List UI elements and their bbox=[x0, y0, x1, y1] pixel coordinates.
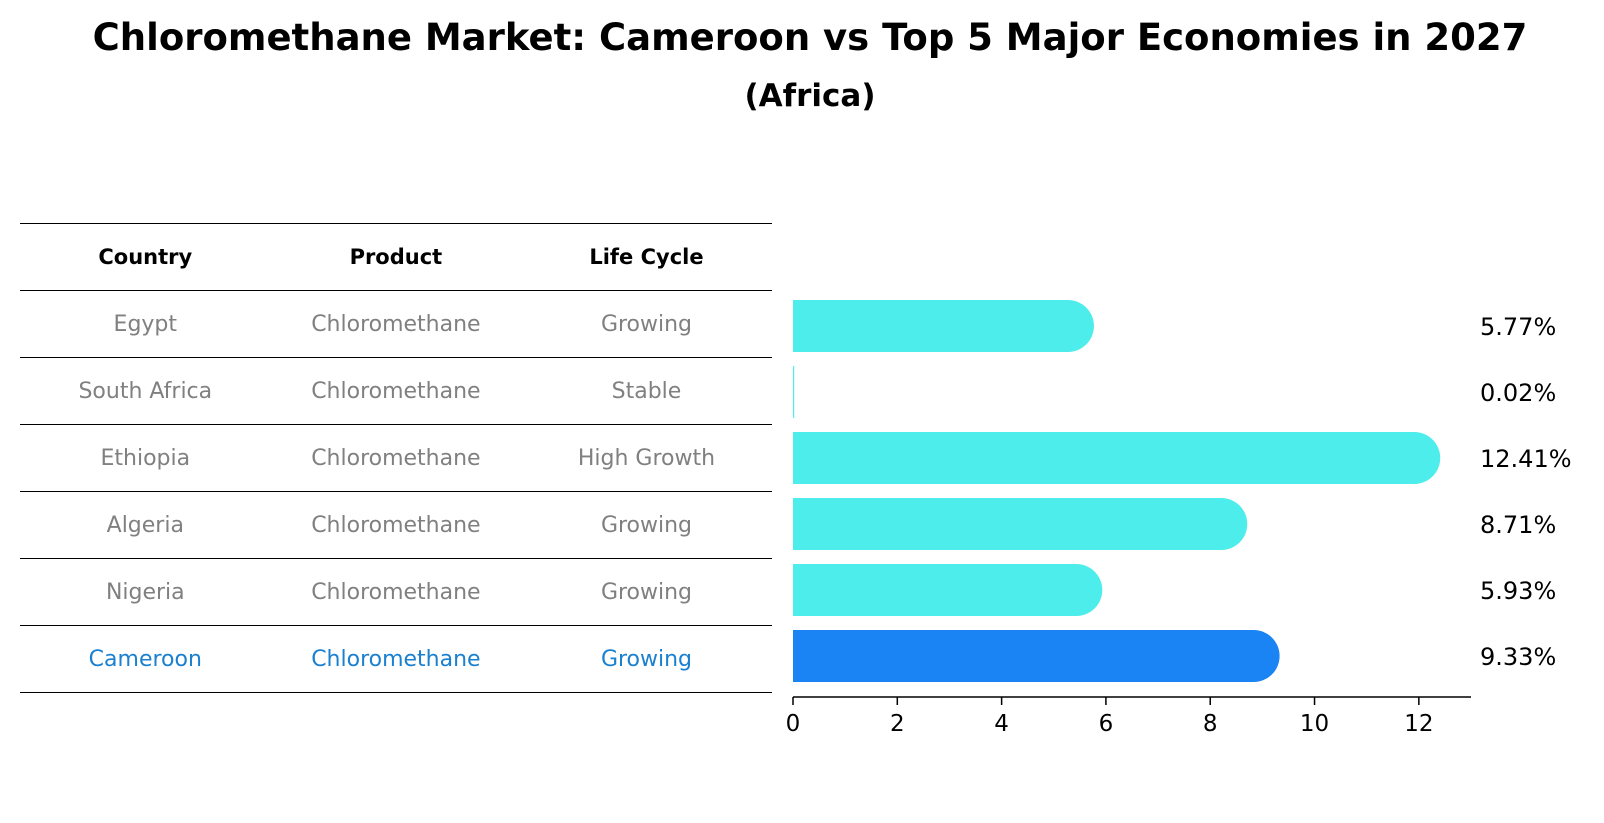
x-tick-label: 8 bbox=[1203, 711, 1218, 737]
bars-group: 5.77% 0.02% 12.41% 8.71% 5.93% 9.33% bbox=[793, 300, 1572, 682]
x-tick-label: 4 bbox=[994, 711, 1009, 737]
table-header-row: Country Product Life Cycle bbox=[20, 224, 772, 291]
cell-country: Nigeria bbox=[105, 579, 185, 605]
bar-nigeria bbox=[793, 564, 1103, 616]
cell-life-cycle: Growing bbox=[600, 646, 693, 672]
data-label: 12.41% bbox=[1480, 445, 1572, 473]
x-tick-label: 12 bbox=[1404, 711, 1433, 737]
table-row: South Africa Chloromethane Stable bbox=[20, 358, 772, 425]
cell-product: Chloromethane bbox=[311, 579, 481, 605]
x-axis: 0 2 4 6 8 10 12 bbox=[786, 696, 1471, 737]
cell-product: Chloromethane bbox=[311, 646, 481, 672]
data-label: 9.33% bbox=[1480, 643, 1556, 671]
x-tick-label: 0 bbox=[786, 711, 801, 737]
data-label: 0.02% bbox=[1480, 379, 1556, 407]
cell-life-cycle: Stable bbox=[611, 378, 682, 404]
table-row: Ethiopia Chloromethane High Growth bbox=[20, 425, 772, 492]
table-row: Egypt Chloromethane Growing bbox=[20, 291, 772, 358]
bar-egypt bbox=[793, 300, 1094, 352]
bar-ethiopia bbox=[793, 432, 1441, 484]
cell-life-cycle: Growing bbox=[600, 311, 693, 337]
x-tick-label: 2 bbox=[890, 711, 905, 737]
cell-life-cycle: Growing bbox=[600, 579, 693, 605]
table-row: Algeria Chloromethane Growing bbox=[20, 492, 772, 559]
cell-country: Egypt bbox=[113, 311, 178, 337]
x-tick-label: 6 bbox=[1099, 711, 1114, 737]
data-label: 5.93% bbox=[1480, 577, 1556, 605]
header-life-cycle: Life Cycle bbox=[589, 245, 704, 269]
cell-product: Chloromethane bbox=[311, 311, 481, 337]
bar-south-africa bbox=[793, 366, 795, 418]
header-country: Country bbox=[98, 245, 193, 269]
bar-algeria bbox=[793, 498, 1248, 550]
data-label: 8.71% bbox=[1480, 511, 1556, 539]
cell-life-cycle: Growing bbox=[600, 512, 693, 538]
table-row-highlight: Cameroon Chloromethane Growing bbox=[20, 626, 772, 693]
cell-life-cycle: High Growth bbox=[577, 445, 716, 471]
data-label: 5.77% bbox=[1480, 313, 1556, 341]
table-row: Nigeria Chloromethane Growing bbox=[20, 559, 772, 626]
chart-title: Chloromethane Market: Cameroon vs Top 5 … bbox=[92, 16, 1528, 59]
cell-country: South Africa bbox=[78, 378, 213, 404]
cell-country: Ethiopia bbox=[100, 445, 191, 471]
cell-product: Chloromethane bbox=[311, 512, 481, 538]
cell-product: Chloromethane bbox=[311, 378, 481, 404]
chart-subtitle: (Africa) bbox=[744, 78, 876, 114]
country-table: Country Product Life Cycle Egypt Chlorom… bbox=[20, 223, 772, 693]
x-tick-label: 10 bbox=[1300, 711, 1329, 737]
header-product: Product bbox=[349, 245, 443, 269]
cell-country: Algeria bbox=[106, 512, 184, 538]
bar-cameroon bbox=[793, 630, 1280, 682]
cell-country: Cameroon bbox=[88, 646, 202, 672]
cell-product: Chloromethane bbox=[311, 445, 481, 471]
